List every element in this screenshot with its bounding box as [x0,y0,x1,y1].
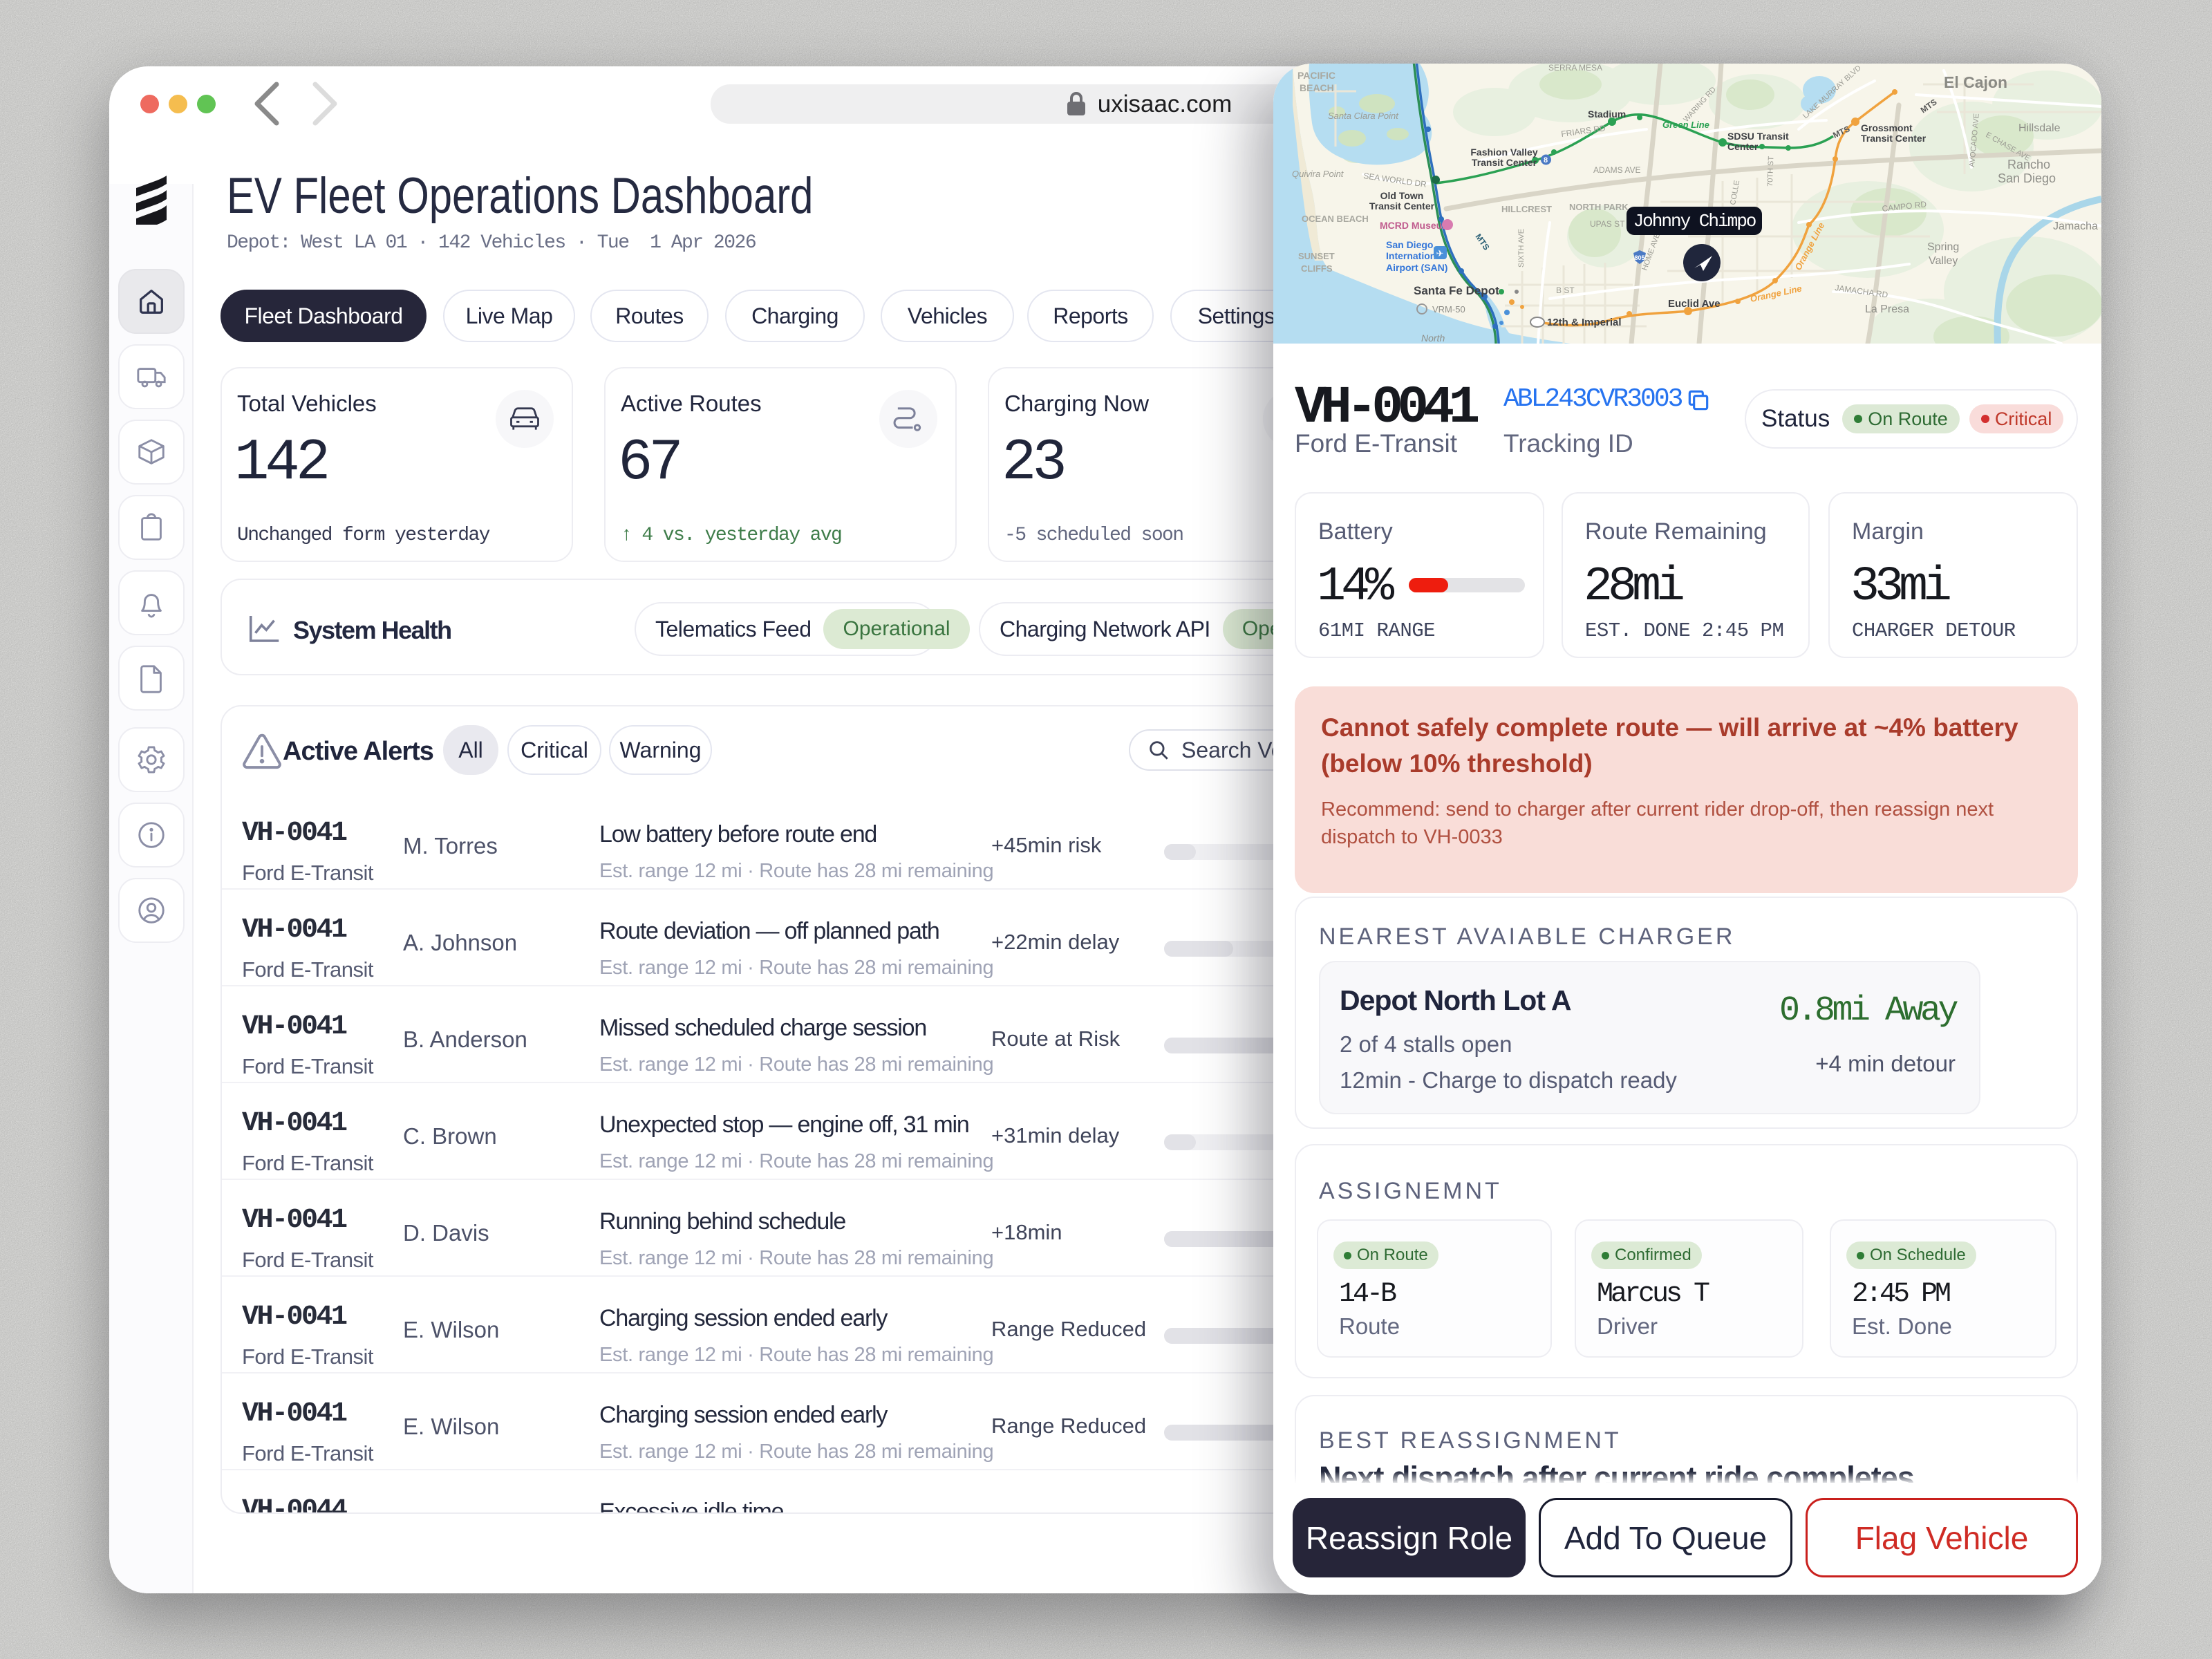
svg-text:NORTH PARK: NORTH PARK [1569,202,1629,212]
svg-text:International: International [1386,250,1444,261]
svg-text:HILLCREST: HILLCREST [1501,204,1552,214]
svg-text:805: 805 [1634,254,1644,261]
svg-text:VRM-50: VRM-50 [1432,304,1465,315]
svg-text:North: North [1421,332,1445,344]
svg-text:San Diego: San Diego [1386,239,1433,250]
svg-text:SERRA MESA: SERRA MESA [1548,64,1602,73]
svg-text:Valley: Valley [1929,255,1958,267]
svg-text:Spring: Spring [1927,241,1959,253]
svg-text:San Diego: San Diego [1998,171,2056,185]
svg-text:B ST: B ST [1556,285,1575,295]
svg-text:8: 8 [1544,156,1548,165]
svg-text:PACIFIC: PACIFIC [1297,70,1335,81]
svg-text:Jamacha: Jamacha [2053,221,2098,232]
svg-text:Hillsdale: Hillsdale [2018,122,2061,134]
svg-text:ADAMS AVE: ADAMS AVE [1593,165,1640,175]
svg-text:Quivira Point: Quivira Point [1292,169,1344,179]
svg-text:CAMPO RD: CAMPO RD [1882,199,1927,214]
svg-text:Green Line: Green Line [1662,120,1709,130]
svg-text:BEACH: BEACH [1300,82,1334,93]
svg-text:La Presa: La Presa [1865,303,1909,315]
svg-text:70TH ST: 70TH ST [1766,156,1776,187]
svg-text:El Cajon: El Cajon [1944,73,2007,91]
svg-text:Johnny Chimpo: Johnny Chimpo [1633,211,1756,232]
svg-text:SIXTH AVE: SIXTH AVE [1517,229,1526,268]
svg-text:Stadium: Stadium [1588,109,1626,120]
svg-text:Santa Clara Point: Santa Clara Point [1328,111,1399,121]
svg-text:Euclid Ave: Euclid Ave [1668,298,1721,310]
svg-text:CLIFFS: CLIFFS [1301,263,1333,274]
svg-text:✈: ✈ [1436,248,1444,259]
svg-text:12th & Imperial: 12th & Imperial [1547,317,1622,328]
svg-text:UPAS ST: UPAS ST [1590,219,1625,229]
svg-text:Airport (SAN): Airport (SAN) [1386,262,1447,273]
svg-text:Rancho: Rancho [2007,158,2050,171]
svg-text:Santa Fe Depot: Santa Fe Depot [1414,284,1499,297]
svg-text:SUNSET: SUNSET [1298,251,1335,261]
svg-text:OCEAN BEACH: OCEAN BEACH [1302,214,1369,224]
svg-text:MCRD Museum: MCRD Museum [1380,220,1451,231]
